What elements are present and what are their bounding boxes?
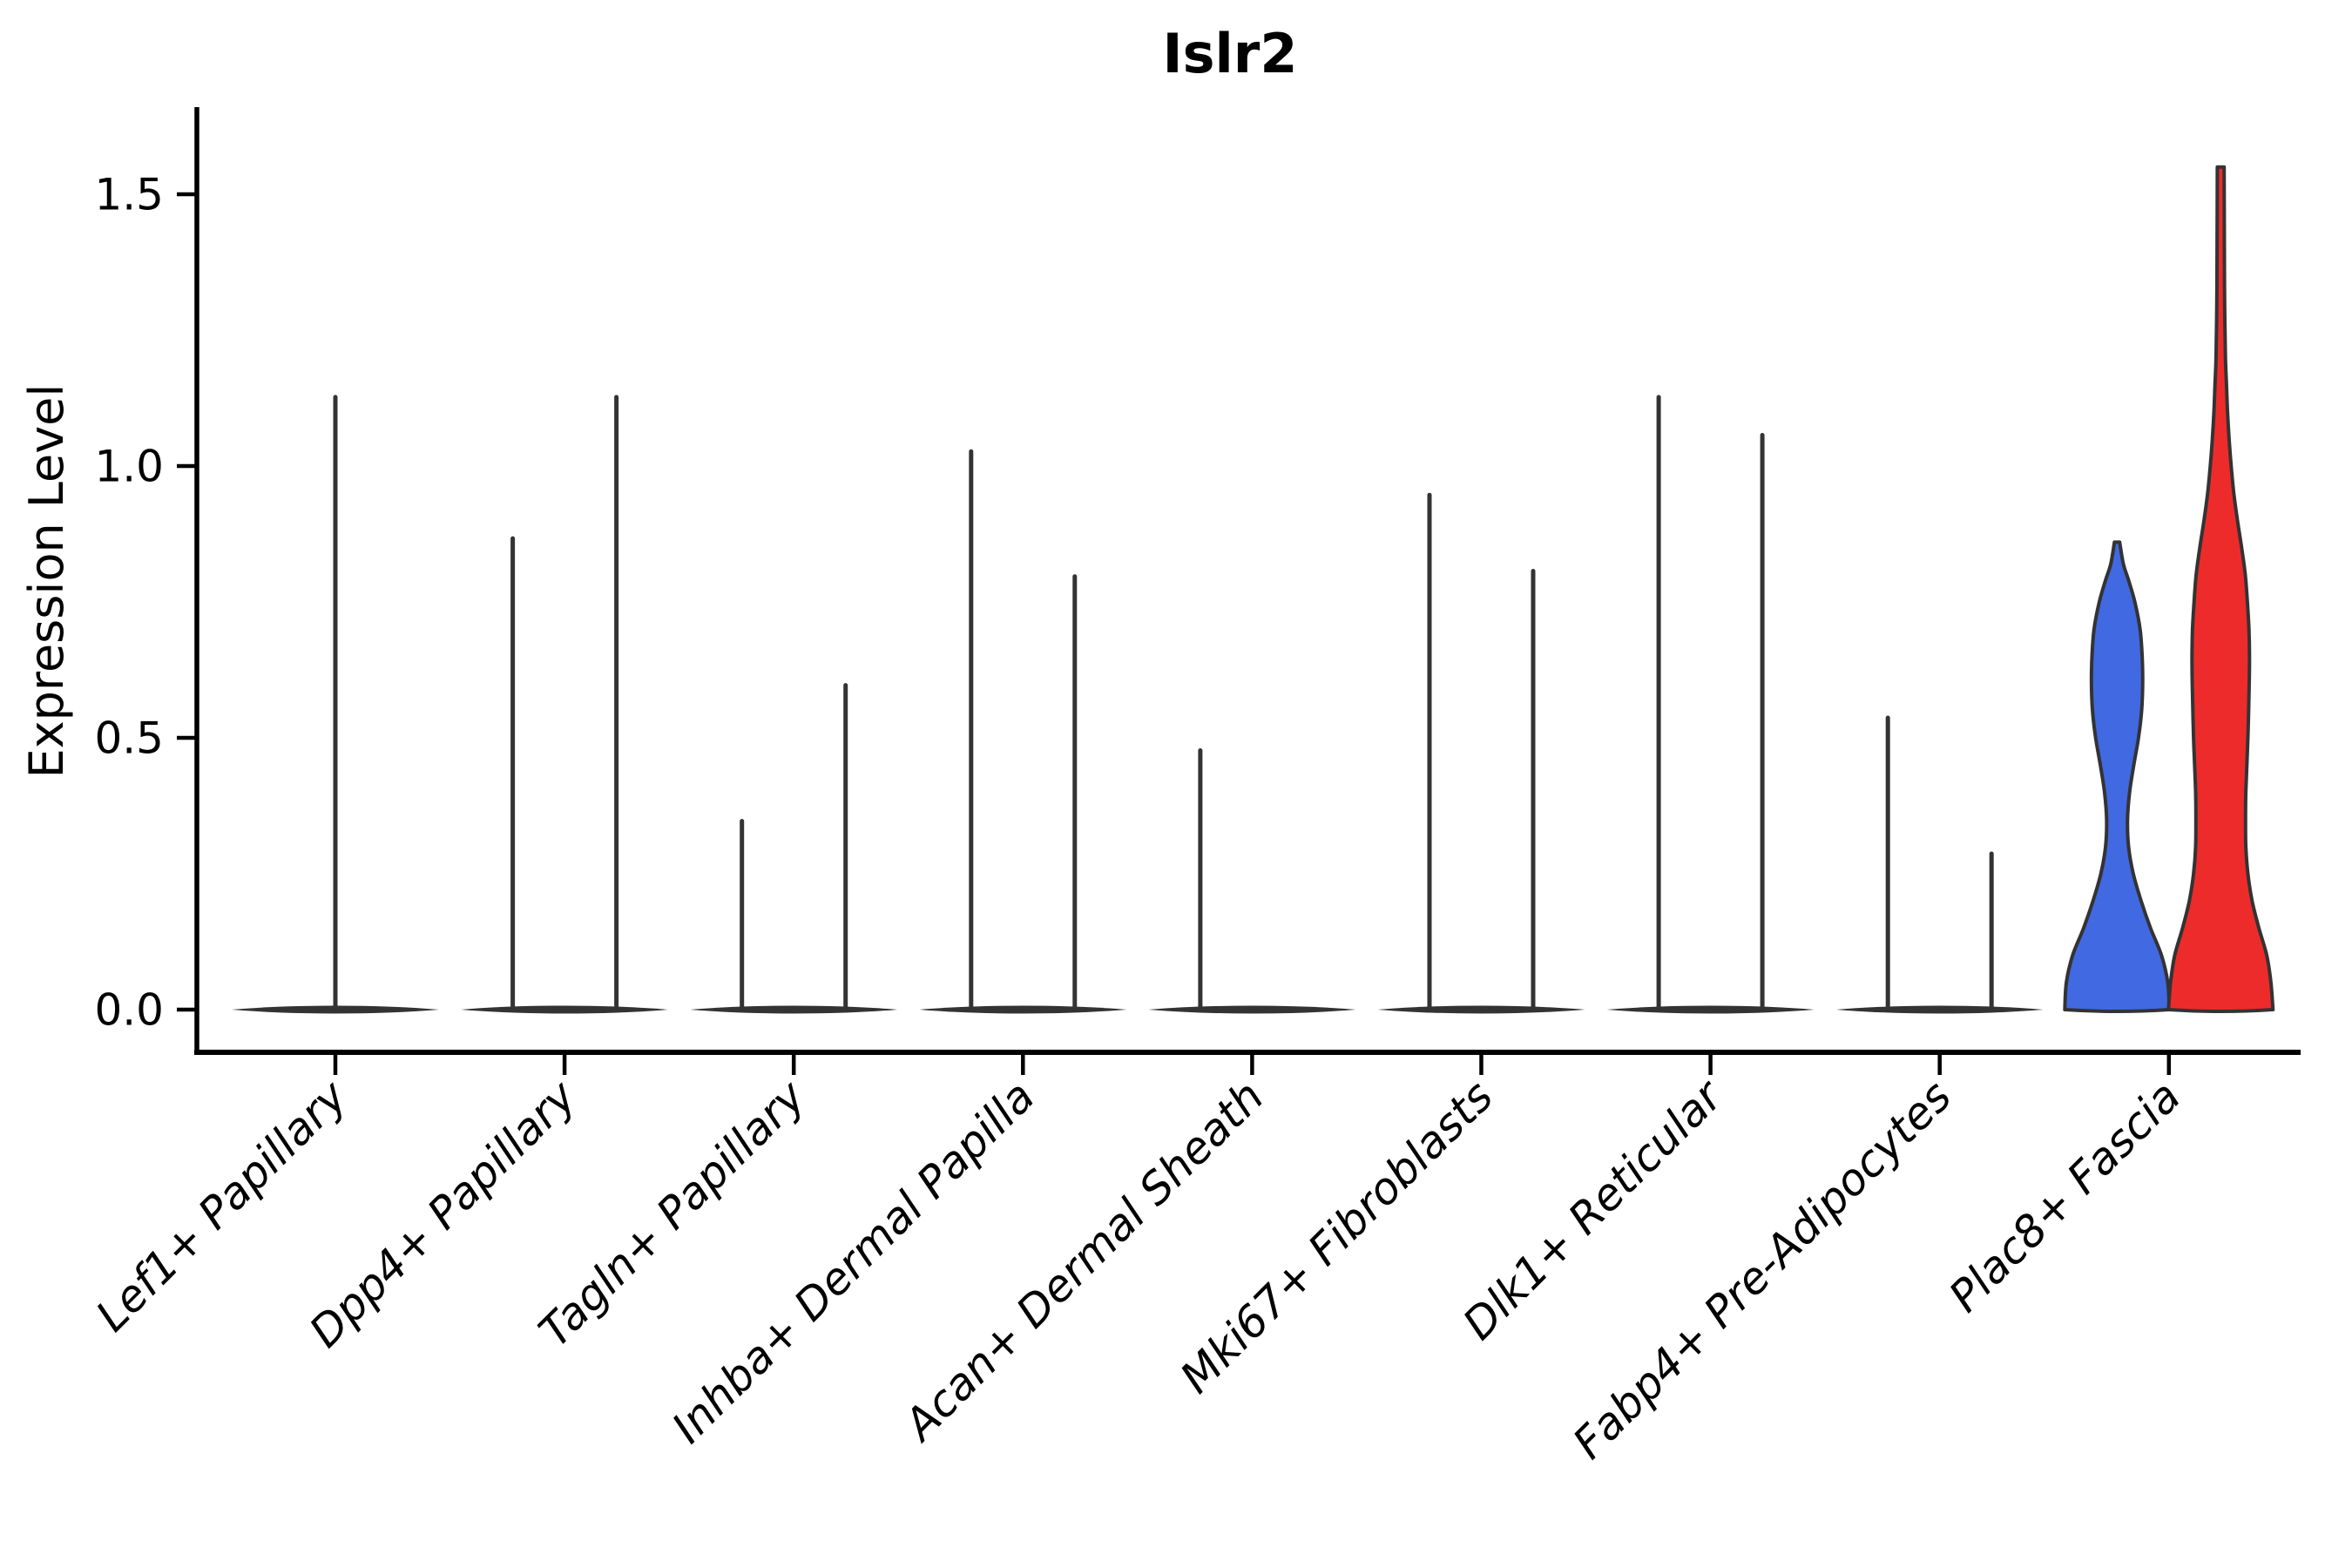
violin-base	[1377, 1005, 1585, 1014]
y-axis-label: Expression Level	[19, 384, 74, 779]
y-tick-label: 1.5	[94, 170, 164, 220]
violin-base	[690, 1005, 898, 1014]
violin-base	[919, 1005, 1127, 1014]
x-tick-label: Plac8+ Fascia	[1939, 1071, 2190, 1321]
chart-title: Islr2	[1163, 22, 1298, 85]
x-tick-label: Fabp4+ Pre-Adipocytes	[1564, 1071, 1962, 1469]
violin-base	[1148, 1005, 1356, 1014]
x-tick-label: Acan+ Dermal Sheath	[893, 1071, 1274, 1451]
violin-base	[461, 1005, 669, 1014]
violin-base	[1606, 1005, 1815, 1014]
y-tick-label: 0.5	[94, 713, 164, 764]
violin-filled-red	[2166, 165, 2275, 1013]
violin-filled-blue	[2063, 540, 2172, 1013]
x-tick-label: Lef1+ Papillary	[86, 1070, 357, 1341]
y-tick-label: 1.0	[94, 442, 164, 492]
violins	[232, 165, 2275, 1014]
y-tick-label: 0.0	[94, 985, 164, 1036]
violin-base	[1835, 1005, 2044, 1014]
x-tick-label: Inhba+ Dermal Papilla	[662, 1071, 1044, 1452]
